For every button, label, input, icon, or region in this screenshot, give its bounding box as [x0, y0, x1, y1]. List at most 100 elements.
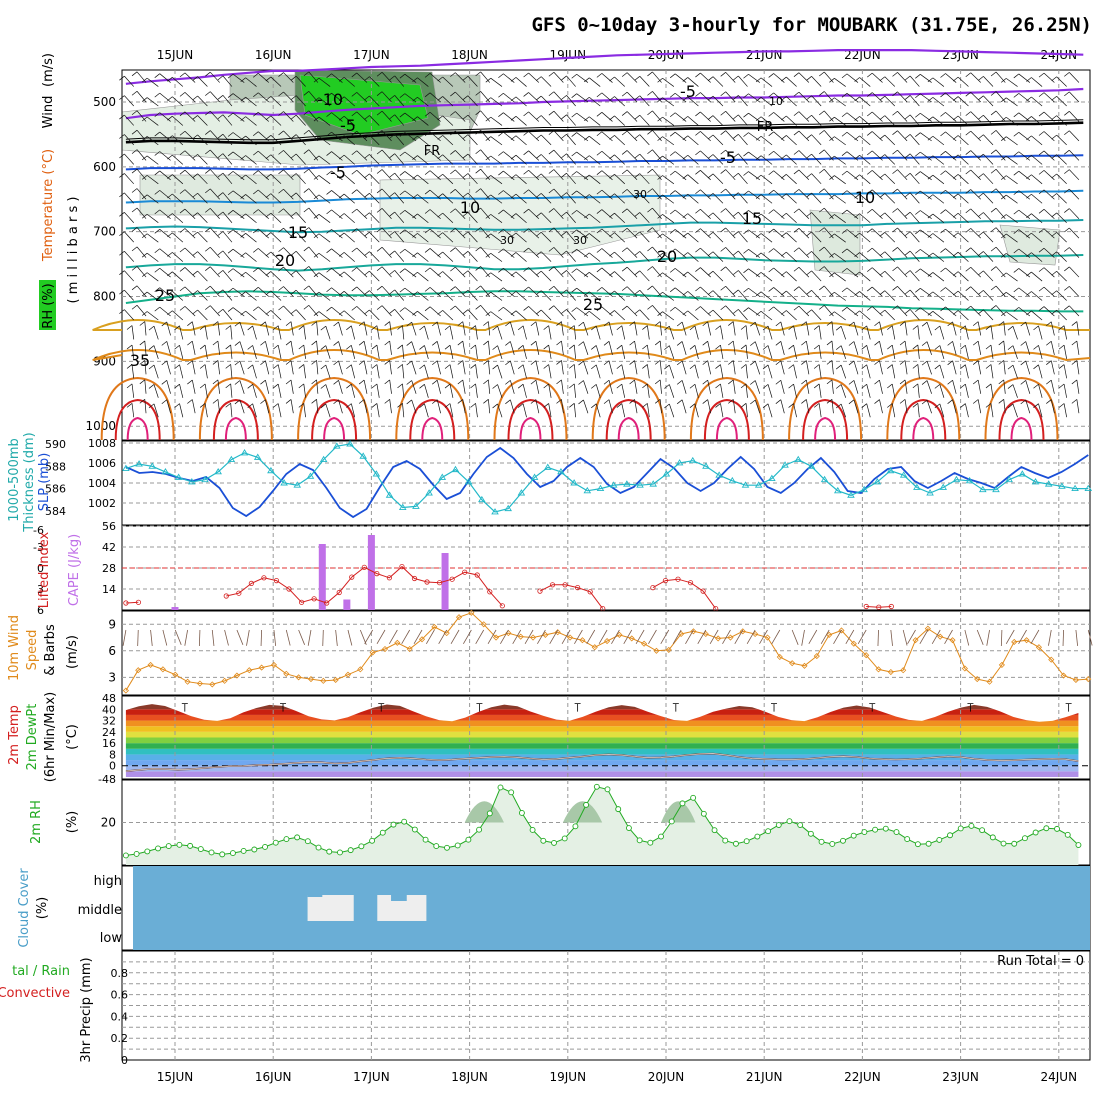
wind-barb-flag [192, 76, 198, 81]
wind-barb [258, 73, 270, 83]
wind-barb-flag [819, 168, 825, 174]
wind-barb-flag [205, 266, 211, 271]
wind-barb [659, 340, 662, 355]
wind-barb [159, 248, 171, 258]
wind-barb-flag [561, 114, 567, 120]
wind-barb-flag [676, 399, 683, 405]
wind-barb-flag [265, 173, 272, 179]
wind-barb-flag [351, 286, 357, 292]
wind-barb [316, 340, 319, 355]
rh-point [165, 843, 172, 850]
wind-barb [467, 173, 478, 185]
wind-barb [662, 253, 675, 262]
wind-barb [197, 309, 208, 321]
wind-barb [639, 270, 650, 282]
wind-barb [995, 246, 1006, 258]
wind-barb-flag [338, 291, 345, 296]
wind-barb-flag [141, 97, 148, 102]
wind-barb [295, 251, 306, 262]
wind-barb [455, 227, 466, 239]
thickness-point [1058, 482, 1066, 489]
wind-barb [343, 310, 355, 321]
wind-barb [480, 227, 490, 239]
wind-barb-flag [485, 116, 491, 122]
wind-barb [503, 306, 515, 317]
wind-barb [647, 403, 650, 418]
wind-barb-flag [227, 307, 234, 312]
wind-barb-flag [167, 96, 173, 102]
wind-barb-flag [1051, 95, 1057, 101]
wind-barb [124, 192, 135, 204]
wind-barb-flag [978, 153, 984, 159]
thickness-point [267, 466, 275, 474]
wind-barb [515, 116, 527, 126]
wind-barb [712, 232, 724, 243]
wind-barb-flag [444, 344, 451, 350]
wind-barb-flag [848, 380, 855, 385]
wind-barb-flag [253, 248, 259, 253]
wind-barb-flag [358, 321, 365, 326]
wind-barb [553, 227, 564, 239]
wind-barb-flag [609, 251, 615, 257]
wind-barb [700, 92, 711, 103]
wind-speed-point [789, 660, 796, 667]
lifted-index-point [537, 588, 543, 594]
wind-barb-flag [1038, 247, 1045, 253]
wind-barb [153, 403, 159, 418]
precip-tick-label: 0.2 [111, 1032, 129, 1045]
wind-barb-flag [240, 96, 246, 102]
wind-barb [1018, 248, 1031, 258]
wind-barb-flag [676, 380, 683, 385]
wind-barb-flag [240, 271, 246, 277]
wind-barb [277, 383, 282, 398]
wind-barb [957, 251, 969, 262]
wind-barb [283, 130, 294, 142]
wind-barb [1043, 228, 1055, 239]
thickness-point [754, 481, 763, 488]
wind-barb-flag [561, 134, 567, 139]
wind-barb-flag [965, 208, 971, 214]
wind-barb [738, 75, 748, 87]
wind-barb-flag [781, 271, 787, 276]
wind-barb-10m [475, 629, 485, 645]
wind-barb-flag [682, 96, 688, 102]
wind-barb-flag [642, 364, 648, 369]
wind-barb [124, 114, 135, 126]
wind-barb-flag [892, 247, 898, 252]
tmax-marker [280, 703, 287, 712]
wind-barb-flag [376, 71, 383, 77]
wind-speed-point [752, 630, 759, 638]
wind-barb-flag [351, 92, 357, 97]
wind-barb [626, 208, 638, 219]
isotherm-15 [125, 219, 1084, 234]
wind-barb-flag [126, 364, 133, 369]
wind-barb-10m [537, 629, 546, 645]
wind-barb-10m [845, 629, 855, 645]
wind-barb [634, 379, 638, 394]
wind-barb [871, 131, 883, 142]
wind-barb [1012, 403, 1018, 418]
wind-barb-flag [371, 364, 378, 369]
wind-barb [957, 232, 969, 243]
wind-barb-flag [278, 227, 284, 233]
wind-barb-flag [596, 112, 603, 117]
wind-barb [920, 190, 932, 200]
wind-barb [144, 379, 147, 394]
wind-barb-flag [119, 173, 125, 178]
wind-barb-flag [358, 399, 365, 404]
wind-barb [510, 380, 515, 394]
wind-barb-flag [874, 379, 880, 385]
wind-barb-flag [819, 188, 825, 193]
wind-barb-flag [647, 149, 653, 155]
wind-barb-10m [833, 629, 842, 645]
wind-barb [528, 150, 540, 161]
wind-barb [748, 93, 760, 103]
wind-barb [811, 212, 822, 223]
wind-barb-flag [743, 171, 749, 176]
wind-barb [449, 364, 454, 379]
wind-barb [232, 73, 245, 83]
wind-barb [1018, 209, 1031, 219]
rh-point [615, 806, 622, 813]
wind-barb-flag [596, 92, 603, 98]
wind-barb [166, 321, 171, 336]
